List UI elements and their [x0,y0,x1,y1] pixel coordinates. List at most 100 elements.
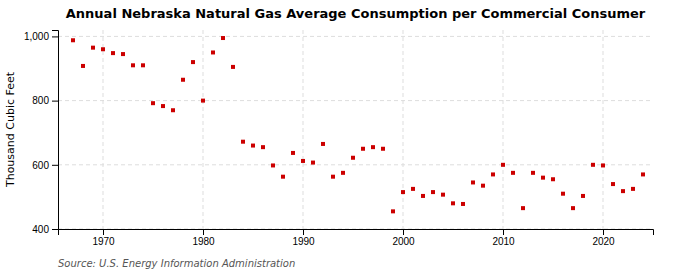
point [321,142,325,146]
point [431,190,435,194]
axis-line [52,31,59,230]
point [601,163,605,167]
tick-mark [52,36,58,37]
grid-line [103,30,104,229]
point [341,171,345,175]
tick-label: 2010 [492,236,515,247]
axis-line [59,230,654,236]
point [371,145,375,149]
tick-label: 400 [32,224,49,235]
point [191,60,195,64]
point [491,172,495,176]
x-axis: 1970 1980 1990 2000 2010 2020 [59,229,654,247]
tick-label: 1,000 [24,31,49,42]
tick: 400 [32,224,58,235]
point [591,163,595,167]
tick: 800 [32,95,58,106]
point [101,47,105,51]
tick: 2010 [492,229,515,247]
point [501,163,505,167]
tick: 1980 [192,229,215,247]
grid [58,30,653,229]
y-axis-title: Thousand Cubic Feet [4,71,17,188]
tick-mark [52,165,58,166]
tick-label: 1990 [292,236,315,247]
tick: 2000 [392,229,415,247]
tick-label: 1980 [192,236,215,247]
grid-line [58,36,653,37]
point [141,63,145,67]
tick-label: 2000 [392,236,415,247]
point [311,161,315,165]
tick: 1,000 [24,31,58,42]
tick-mark [203,229,204,235]
tick-mark [103,229,104,235]
point [111,51,115,55]
point [201,99,205,103]
tick: 1990 [292,229,315,247]
chart: 1970 1980 1990 2000 2010 2020 400 600 800 1,000 An… [0,0,675,275]
tick-label: 1970 [92,236,115,247]
point [181,78,185,82]
tick-mark [403,229,404,235]
point [571,206,575,210]
point [331,175,335,179]
tick: 2020 [592,229,615,247]
point [531,171,535,175]
point [271,163,275,167]
point [621,189,625,193]
point [381,147,385,151]
tick-mark [303,229,304,235]
grid-line [203,30,204,229]
point [81,64,85,68]
points [71,36,645,213]
point [461,202,465,206]
point [511,171,515,175]
point [561,192,565,196]
grid-line [403,30,404,229]
point [581,194,585,198]
tick-label: 600 [32,160,49,171]
tick-mark [503,229,504,235]
grid-line [58,100,653,101]
tick-mark [603,229,604,235]
point [261,145,265,149]
point [551,177,555,181]
point [411,187,415,191]
grid-line [503,30,504,229]
point [611,182,615,186]
grid-line [603,30,604,229]
tick-mark [52,229,58,230]
title: Annual Nebraska Natural Gas Average Cons… [66,6,646,21]
point [421,194,425,198]
point [291,151,295,155]
tick-label: 2020 [592,236,615,247]
y-axis: 400 600 800 1,000 [24,31,59,235]
point [71,38,75,42]
point [351,156,355,160]
point [521,206,525,210]
point [231,65,235,69]
point [151,101,155,105]
point [121,52,125,56]
point [171,108,175,112]
point [131,63,135,67]
point [541,176,545,180]
point [471,180,475,184]
point [301,159,305,163]
point [221,36,225,40]
point [391,209,395,213]
tick: 600 [32,160,58,171]
point [631,187,635,191]
point [451,201,455,205]
tick-mark [52,101,58,102]
source-note: Source: U.S. Energy Information Administ… [58,258,295,269]
tick: 1970 [92,229,115,247]
point [91,46,95,50]
point [281,175,285,179]
grid-line [303,30,304,229]
grid-line [58,164,653,165]
point [401,190,405,194]
tick-label: 800 [32,95,49,106]
point [641,172,645,176]
